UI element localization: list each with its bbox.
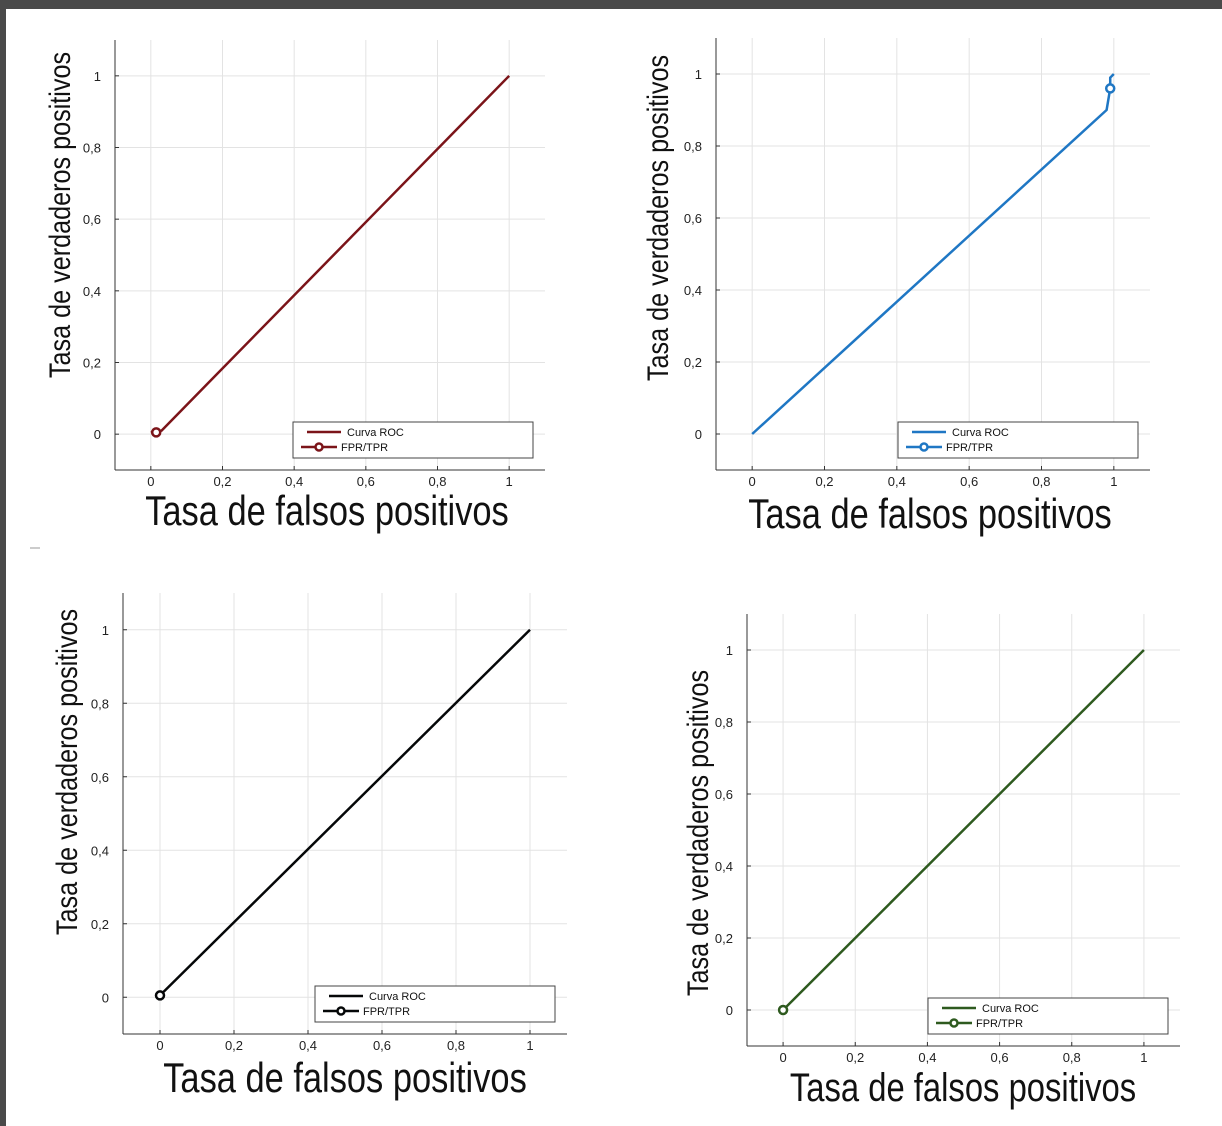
x-tick-label: 0,4 bbox=[299, 1038, 317, 1053]
y-tick-label: 0,8 bbox=[91, 696, 109, 711]
legend-swatch-marker bbox=[949, 1018, 959, 1028]
x-axis-label: Tasa de falsos positivos bbox=[790, 1065, 1136, 1110]
y-tick-label: 0,2 bbox=[91, 917, 109, 932]
y-tick-label: 0,4 bbox=[684, 283, 702, 298]
legend-swatch-marker bbox=[919, 442, 929, 452]
y-tick-label: 0,4 bbox=[91, 843, 109, 858]
legend-box bbox=[292, 421, 534, 459]
fpr-tpr-marker bbox=[154, 990, 166, 1001]
y-tick-label: 0,2 bbox=[715, 931, 733, 946]
legend-box bbox=[897, 421, 1139, 459]
x-tick-label: 0 bbox=[749, 474, 756, 489]
y-tick-label: 1 bbox=[726, 643, 733, 658]
y-tick-label: 0,4 bbox=[715, 859, 733, 874]
y-tick-label: 1 bbox=[102, 623, 109, 638]
x-tick-label: 1 bbox=[526, 1038, 533, 1053]
y-tick-label: 0,2 bbox=[83, 356, 101, 371]
y-tick-label: 0,6 bbox=[715, 787, 733, 802]
y-tick-label: 0,6 bbox=[684, 211, 702, 226]
x-tick-label: 0 bbox=[156, 1038, 163, 1053]
fpr-tpr-marker bbox=[1104, 83, 1116, 94]
x-tick-label: 0,4 bbox=[888, 474, 906, 489]
legend-swatch-marker bbox=[314, 442, 324, 452]
legend-box bbox=[927, 997, 1169, 1035]
y-axis-label: Tasa de verdaderos positivos bbox=[681, 670, 715, 996]
x-tick-label: 1 bbox=[1140, 1050, 1147, 1065]
legend-label-fpr-tpr: FPR/TPR bbox=[976, 1018, 1023, 1030]
y-axis-label: Tasa de verdaderos positivos bbox=[43, 52, 77, 378]
x-axis-label: Tasa de falsos positivos bbox=[145, 488, 509, 535]
y-tick-label: 0,6 bbox=[91, 770, 109, 785]
x-tick-label: 1 bbox=[1110, 474, 1117, 489]
y-tick-label: 0,6 bbox=[83, 212, 101, 227]
y-tick-label: 0 bbox=[695, 427, 702, 442]
legend-swatch-marker bbox=[336, 1006, 346, 1016]
x-tick-label: 0,8 bbox=[1063, 1050, 1081, 1065]
y-tick-label: 0 bbox=[726, 1003, 733, 1018]
x-tick-label: 0,8 bbox=[1032, 474, 1050, 489]
window-left-border bbox=[0, 0, 6, 1126]
legend-label-fpr-tpr: FPR/TPR bbox=[341, 442, 388, 454]
x-axis-label: Tasa de falsos positivos bbox=[748, 491, 1112, 538]
legend-label-fpr-tpr: FPR/TPR bbox=[946, 442, 993, 454]
roc-chart-4: 0 0 0,2 0,2 0,4 0,4 0,6 0,6 0,8 0,8 1 1 Curva ROC FPR… bbox=[681, 614, 1180, 1110]
x-tick-label: 0,2 bbox=[225, 1038, 243, 1053]
y-tick-label: 1 bbox=[94, 69, 101, 84]
x-tick-label: 0,6 bbox=[373, 1038, 391, 1053]
x-tick-label: 0,8 bbox=[447, 1038, 465, 1053]
legend-label-roc: Curva ROC bbox=[982, 1003, 1039, 1015]
y-axis-label: Tasa de verdaderos positivos bbox=[641, 55, 675, 381]
y-tick-label: 0,8 bbox=[83, 141, 101, 156]
roc-chart-1: 0 0 0,2 0,2 0,4 0,4 0,6 0,6 0,8 0,8 1 1 Curva ROC FPR… bbox=[43, 40, 545, 535]
y-axis-label: Tasa de verdaderos positivos bbox=[50, 609, 84, 935]
fpr-tpr-marker bbox=[150, 427, 162, 438]
x-tick-label: 0 bbox=[147, 474, 154, 489]
x-tick-label: 0,6 bbox=[357, 474, 375, 489]
roc-curve-line bbox=[150, 74, 511, 434]
y-tick-label: 0,4 bbox=[83, 284, 101, 299]
legend-label-roc: Curva ROC bbox=[369, 991, 426, 1003]
x-tick-label: 0,4 bbox=[285, 474, 303, 489]
y-tick-label: 0,8 bbox=[684, 139, 702, 154]
x-tick-label: 0 bbox=[779, 1050, 786, 1065]
y-tick-label: 1 bbox=[695, 67, 702, 82]
roc-chart-2: 0 0 0,2 0,2 0,4 0,4 0,6 0,6 0,8 0,8 1 1 Curva ROC FPR… bbox=[641, 38, 1150, 538]
x-tick-label: 0,6 bbox=[960, 474, 978, 489]
x-tick-label: 0,2 bbox=[213, 474, 231, 489]
y-tick-label: 0 bbox=[102, 990, 109, 1005]
roc-curve-line bbox=[782, 649, 1145, 1011]
roc-curve-line bbox=[751, 73, 1115, 435]
window-top-border bbox=[0, 0, 1222, 9]
y-tick-label: 0 bbox=[94, 427, 101, 442]
x-tick-label: 0,2 bbox=[846, 1050, 864, 1065]
x-tick-label: 1 bbox=[506, 474, 513, 489]
x-tick-label: 0,2 bbox=[815, 474, 833, 489]
fpr-tpr-marker bbox=[777, 1004, 789, 1016]
x-tick-label: 0,4 bbox=[918, 1050, 936, 1065]
legend-box bbox=[314, 985, 556, 1023]
x-tick-label: 0,6 bbox=[991, 1050, 1009, 1065]
x-tick-label: 0,8 bbox=[428, 474, 446, 489]
x-axis-label: Tasa de falsos positivos bbox=[163, 1055, 527, 1102]
legend-label-fpr-tpr: FPR/TPR bbox=[363, 1006, 410, 1018]
roc-chart-3: 0 0 0,2 0,2 0,4 0,4 0,6 0,6 0,8 0,8 1 1 Curva ROC FPR… bbox=[50, 593, 567, 1102]
y-tick-label: 0,2 bbox=[684, 355, 702, 370]
roc-curve-line bbox=[159, 628, 531, 997]
y-tick-label: 0,8 bbox=[715, 715, 733, 730]
legend-label-roc: Curva ROC bbox=[952, 427, 1009, 439]
legend-label-roc: Curva ROC bbox=[347, 427, 404, 439]
